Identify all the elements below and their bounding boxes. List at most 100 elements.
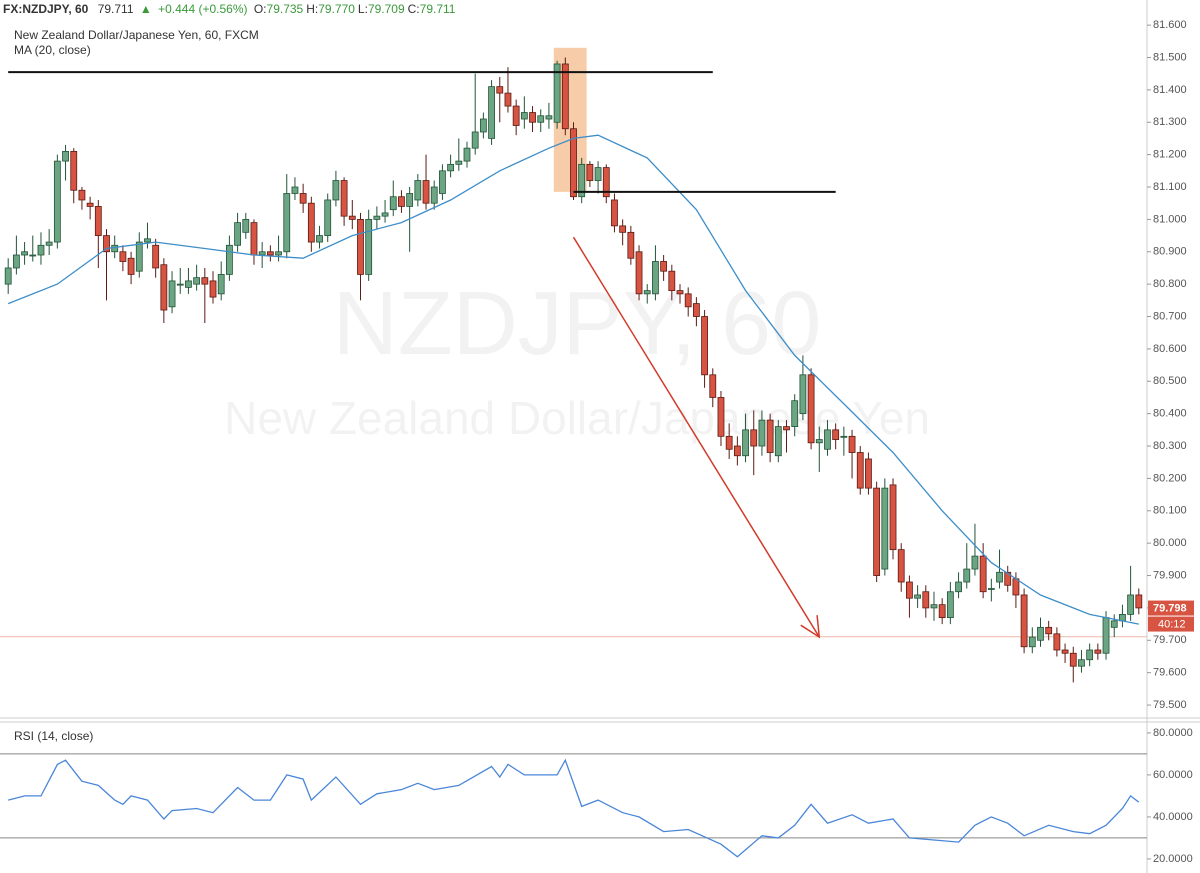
y-tick-label: 80.900	[1153, 246, 1187, 258]
candle-body	[1061, 649, 1069, 654]
candle-body	[389, 196, 397, 211]
candle-body	[840, 435, 848, 438]
candle-body	[422, 180, 430, 204]
y-tick-label: 81.200	[1153, 149, 1187, 161]
y-tick-label: 80.700	[1153, 310, 1187, 322]
change-arrow: ▲	[139, 2, 152, 16]
ohlc: O:79.735 H:79.770 L:79.709 C:79.711	[254, 2, 459, 16]
candle-body	[946, 591, 954, 619]
watermark: New Zealand Dollar/Japanese Yen	[224, 392, 930, 444]
candle-body	[930, 604, 938, 609]
candle-body	[168, 280, 176, 308]
candle-body	[979, 555, 987, 593]
y-tick-label: 80.500	[1153, 375, 1187, 387]
candle-body	[1078, 659, 1085, 667]
candle-body	[242, 218, 250, 233]
candle-body	[1094, 649, 1102, 654]
candle-body	[815, 439, 823, 444]
rsi-line	[8, 758, 1140, 858]
candle-body	[520, 112, 528, 120]
candle-body	[1037, 626, 1044, 641]
candle-body	[742, 429, 749, 457]
candle-body	[258, 251, 266, 256]
candle-body	[627, 231, 635, 259]
candle-body	[94, 206, 102, 236]
candle-body	[348, 215, 356, 220]
y-tick-label: 80.000	[1153, 537, 1187, 549]
candle-body	[832, 429, 840, 440]
candle-body	[365, 218, 373, 275]
candle-body	[398, 196, 405, 207]
y-tick-label: 80.200	[1153, 472, 1187, 484]
candle-body	[324, 199, 332, 236]
candle-body	[1135, 594, 1143, 609]
candle-body	[479, 118, 487, 133]
candle-body	[512, 105, 520, 126]
candle-body	[955, 581, 962, 593]
candle-body	[471, 131, 479, 149]
candle-body	[307, 202, 315, 243]
candle-body	[987, 588, 995, 590]
candle-body	[799, 374, 807, 415]
candle-body	[201, 277, 209, 285]
candle-body	[971, 555, 979, 570]
candle-body	[70, 150, 78, 191]
ohlc-key: O:	[253, 2, 267, 16]
y-tick-label: 81.500	[1153, 51, 1187, 63]
candle-body	[848, 435, 856, 453]
candle-body	[791, 400, 799, 428]
y-tick-label: 40.0000	[1153, 811, 1193, 823]
candle-body	[37, 244, 45, 256]
candle-body	[1069, 652, 1077, 667]
candle-body	[496, 86, 504, 94]
candle-body	[463, 147, 471, 162]
arrow-head	[800, 615, 821, 639]
candle-body	[103, 235, 110, 253]
candle-body	[873, 487, 881, 576]
candle-body	[856, 452, 864, 489]
ohlc-value: 79.709	[367, 2, 405, 16]
candle-body	[455, 160, 463, 165]
y-tick-label: 80.800	[1153, 278, 1187, 290]
candle-body	[225, 244, 233, 275]
candle-body	[357, 218, 364, 275]
candle-body	[774, 426, 782, 457]
candle-body	[160, 264, 168, 311]
candle-body	[750, 429, 758, 447]
candle-body	[586, 163, 594, 181]
candle-body	[111, 244, 119, 253]
rsi-title: RSI (14, close)	[14, 729, 93, 743]
candle-body	[29, 254, 37, 257]
y-tick-label: 80.100	[1153, 505, 1187, 517]
last-price: 79.711	[97, 2, 134, 16]
candle-body	[725, 435, 733, 450]
candle-body	[889, 484, 897, 551]
candle-body	[652, 261, 659, 295]
candle-body	[430, 186, 438, 204]
price-label-box	[1148, 600, 1194, 616]
candle-body	[1127, 594, 1135, 615]
candle-body	[1028, 636, 1036, 648]
candle-body	[881, 487, 889, 570]
candle-body	[275, 251, 282, 256]
candle-body	[1004, 571, 1012, 586]
watermark: NZDJPY, 60	[333, 274, 822, 374]
candle-body	[250, 222, 258, 256]
candle-body	[135, 241, 143, 272]
candle-body	[529, 112, 536, 123]
price-label: 79.798	[1153, 602, 1187, 614]
candle-body	[676, 290, 684, 295]
candle-body	[439, 170, 446, 194]
candle-body	[193, 277, 201, 285]
candle-body	[152, 244, 160, 269]
candle-body	[78, 189, 86, 201]
candle-body	[488, 86, 495, 139]
change: +0.444 (+0.56%)	[158, 2, 248, 16]
candle-body	[266, 251, 274, 256]
candle-body	[602, 167, 610, 198]
candle-body	[299, 193, 307, 204]
candle-body	[86, 202, 94, 207]
candle-body	[996, 571, 1003, 583]
y-tick-label: 81.300	[1153, 116, 1187, 128]
